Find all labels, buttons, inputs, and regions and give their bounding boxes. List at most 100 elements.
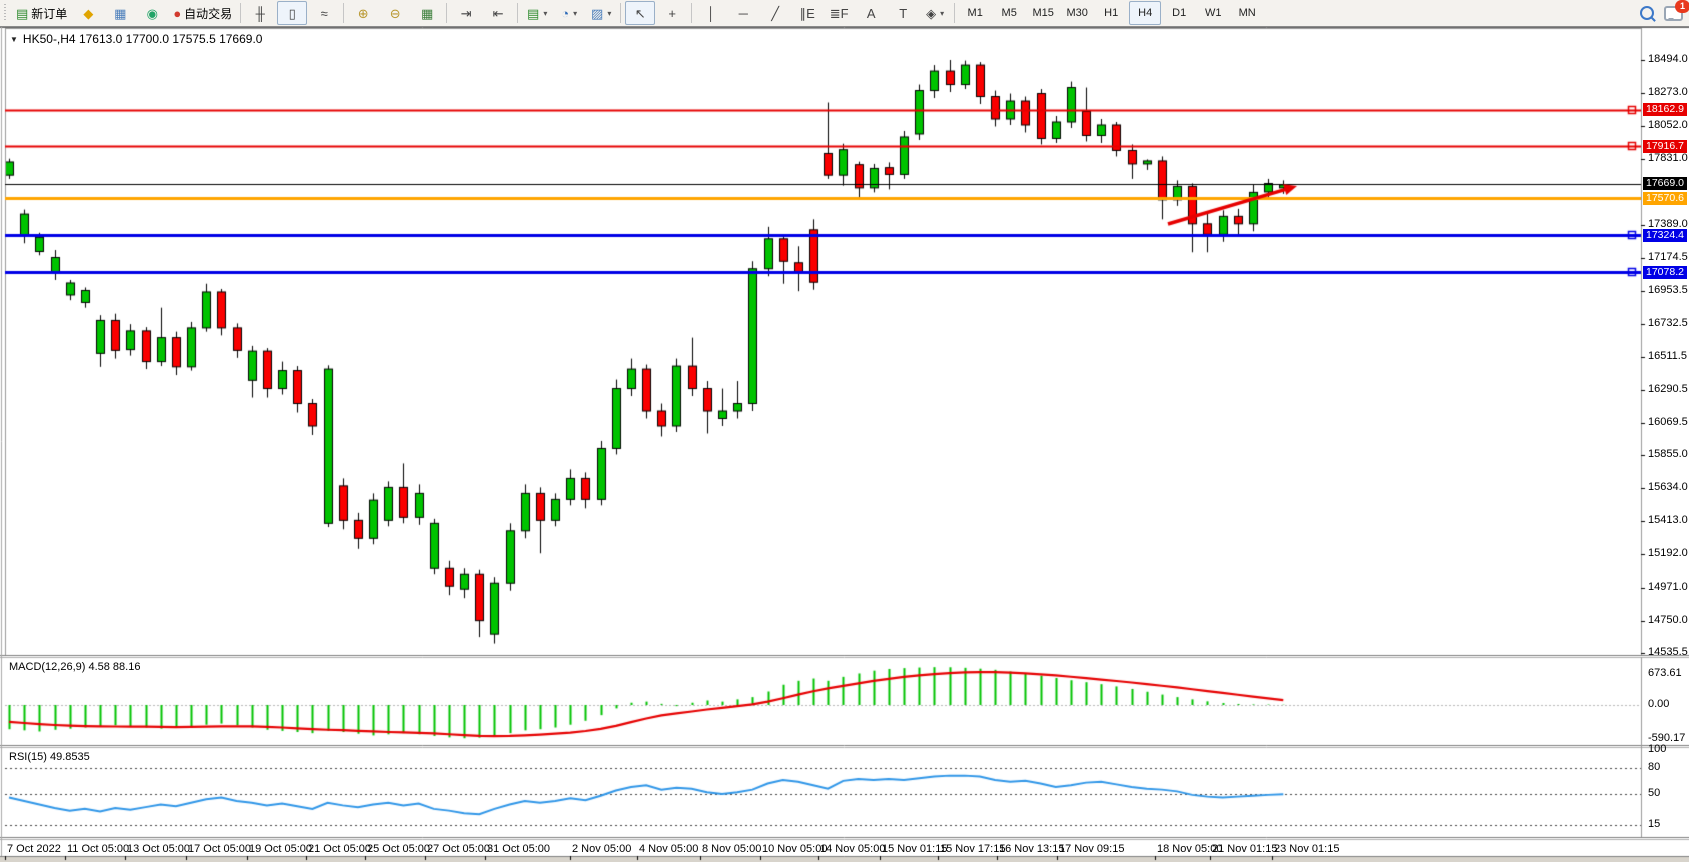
chart-shift-button[interactable]: ⇥ [451, 1, 481, 25]
candlestick-chart-button[interactable]: ▯ [277, 1, 308, 25]
rsi-axis-label: 80 [1648, 760, 1661, 773]
horizontal-line-button[interactable]: ─ [728, 1, 758, 25]
time-axis-label: 31 Oct 05:00 [487, 843, 550, 855]
price-axis-label: 16732.5 [1648, 316, 1688, 329]
toolbar-separator [517, 3, 519, 23]
price-axis-label: 17174.5 [1648, 250, 1688, 263]
new-chart-button[interactable]: ▤ ▾ [522, 1, 552, 25]
autotrading-button[interactable]: ● 自动交易 [169, 1, 236, 25]
text-icon: A [866, 5, 876, 21]
time-axis-label: 18 Nov 05:00 [1157, 843, 1223, 855]
vertical-line-icon: │ [707, 5, 716, 21]
autotrading-button-label: 自动交易 [184, 6, 233, 21]
chart-canvas[interactable] [0, 27, 1689, 862]
fibonacci-button[interactable]: ≣F [824, 1, 854, 25]
price-axis-label: 14971.0 [1648, 580, 1688, 593]
profiles-button[interactable]: ◔ ▾ [554, 1, 584, 25]
tile-windows-button[interactable]: ▦ [412, 1, 442, 25]
green-globe-icon: ◉ [146, 5, 158, 21]
timeframe-m30-button[interactable]: M30 [1066, 7, 1088, 19]
time-axis-label: 21 Oct 05:00 [308, 843, 371, 855]
line-chart-button[interactable]: ≈ [309, 1, 339, 25]
cursor-button[interactable]: ↖ [625, 1, 656, 25]
timeframe-d1-button[interactable]: D1 [1172, 7, 1187, 19]
line-chart-icon: ≈ [320, 5, 328, 21]
chevron-down-icon[interactable]: ▾ [607, 8, 612, 18]
chart-dropdown-icon[interactable]: ▼ [10, 34, 18, 44]
chart-window-button[interactable]: ◆ [73, 1, 103, 25]
zoom-out-button[interactable]: ⊖ [380, 1, 410, 25]
trendline-icon: ╱ [771, 5, 780, 21]
chevron-down-icon[interactable]: ▾ [940, 8, 945, 18]
price-axis-label: 16069.5 [1648, 416, 1688, 429]
time-axis-label: 27 Oct 05:00 [427, 843, 490, 855]
text-label-button[interactable]: T [888, 1, 918, 25]
price-axis-label: 17831.0 [1648, 152, 1688, 165]
price-axis-label: 16953.5 [1648, 283, 1688, 296]
arrows-button[interactable]: ◈ ▾ [920, 1, 950, 25]
timeframe-h4-button[interactable]: H4 [1129, 1, 1162, 25]
template-icon: ▨ [591, 5, 604, 21]
chart-window: ▼ HK50-,H4 17613.0 17700.0 17575.5 17669… [0, 27, 1689, 862]
signals-button[interactable]: ◉ [137, 1, 167, 25]
timeframe-w1-button[interactable]: W1 [1204, 7, 1222, 19]
chat-icon[interactable]: 1 [1664, 0, 1689, 21]
price-axis-label: 18273.0 [1648, 86, 1688, 99]
chevron-down-icon[interactable]: ▾ [543, 8, 548, 18]
timeframe-mn-button[interactable]: MN [1238, 7, 1256, 19]
price-axis-label: 16290.5 [1648, 382, 1688, 395]
price-axis-label: 15192.0 [1648, 547, 1688, 560]
text-button[interactable]: A [856, 1, 886, 25]
time-axis-label: 15 Nov 17:15 [940, 843, 1006, 855]
timeframe-h1-button[interactable]: H1 [1104, 7, 1119, 19]
price-axis-label: 14750.0 [1648, 613, 1688, 626]
time-axis-label: 25 Oct 05:00 [367, 843, 430, 855]
crosshair-button[interactable]: + [657, 1, 687, 25]
notification-badge: 1 [1675, 0, 1689, 13]
zoom-in-button[interactable]: ⊕ [348, 1, 378, 25]
vertical-line-button[interactable]: │ [696, 1, 726, 25]
horizontal-line-icon: ─ [738, 5, 748, 21]
chevron-down-icon[interactable]: ▾ [573, 8, 578, 18]
zoom-out-icon: ⊖ [389, 5, 401, 21]
market-watch-button[interactable]: ▦ [105, 1, 135, 25]
time-axis-label: 17 Nov 09:15 [1059, 843, 1125, 855]
time-axis-label: 10 Nov 05:00 [762, 843, 828, 855]
time-axis-label: 17 Oct 05:00 [188, 843, 251, 855]
chart-title-text: HK50-,H4 17613.0 17700.0 17575.5 17669.0 [22, 32, 263, 46]
time-axis-label: 21 Nov 01:15 [1212, 843, 1278, 855]
price-level-tag-support-1: 17324.4 [1643, 228, 1687, 242]
toolbar-separator [620, 3, 622, 23]
price-axis-label: 18052.0 [1648, 119, 1688, 132]
timeframe-m15-button[interactable]: M15 [1032, 7, 1054, 19]
rsi-axis-label: 15 [1648, 817, 1661, 830]
time-axis-label: 4 Nov 05:00 [639, 843, 699, 855]
time-axis-label: 13 Oct 05:00 [127, 843, 190, 855]
toolbar-drag-handle [4, 4, 9, 22]
trendline-button[interactable]: ╱ [760, 1, 790, 25]
time-axis-label: 8 Nov 05:00 [702, 843, 762, 855]
rsi-indicator-label: RSI(15) 49.8535 [9, 751, 90, 763]
equidistant-channel-button[interactable]: ∥E [792, 1, 822, 25]
price-level-tag-resistance-1: 18162.9 [1643, 103, 1687, 117]
toolbar-separator [240, 3, 242, 23]
blue-chart-icon: ▦ [114, 5, 127, 21]
macd-indicator-label: MACD(12,26,9) 4.58 88.16 [9, 661, 141, 673]
auto-scroll-button[interactable]: ⇤ [483, 1, 513, 25]
price-level-tag-support-2: 17078.2 [1643, 265, 1687, 279]
cursor-arrow-icon: ↖ [634, 5, 646, 21]
fibonacci-icon: ≣F [829, 5, 849, 21]
tile-windows-icon: ▦ [421, 5, 434, 21]
new-order-button-label: 新订单 [31, 6, 68, 21]
zoom-in-icon: ⊕ [357, 5, 369, 21]
new-order-button[interactable]: ▤ 新订单 [12, 1, 71, 25]
bar-chart-button[interactable]: ╫ [245, 1, 275, 25]
timeframe-m1-button[interactable]: M1 [967, 7, 983, 19]
candlestick-icon: ▯ [288, 5, 296, 21]
timeframe-m5-button[interactable]: M5 [1001, 7, 1017, 19]
price-axis-label: 15634.0 [1648, 481, 1688, 494]
time-axis-label: 19 Oct 05:00 [249, 843, 312, 855]
toolbar-separator [954, 3, 956, 23]
search-icon[interactable] [1640, 6, 1654, 20]
templates-button[interactable]: ▨ ▾ [586, 1, 616, 25]
